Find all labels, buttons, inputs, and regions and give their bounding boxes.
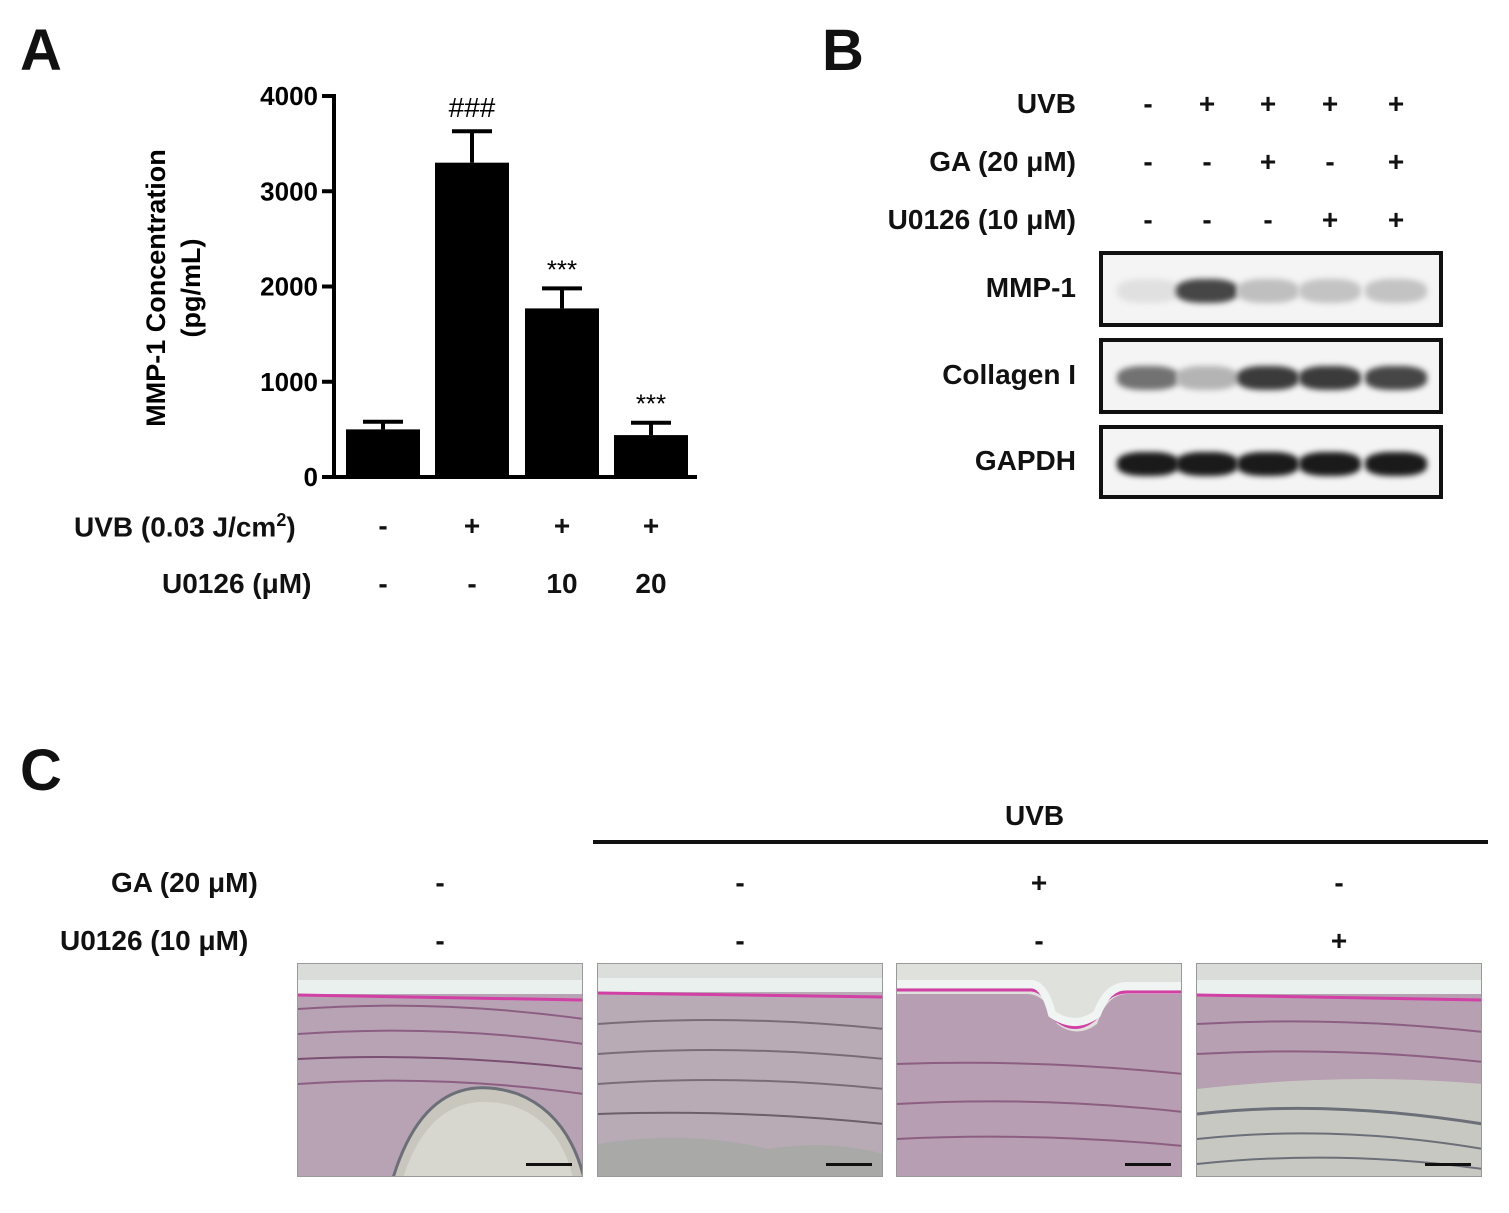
blot-condition-sign: + bbox=[1198, 88, 1216, 119]
histology-condition-sign: - bbox=[1334, 867, 1344, 898]
blot-condition-sign: + bbox=[1321, 88, 1339, 119]
blot-condition-sign: - bbox=[1143, 88, 1153, 119]
scale-bar bbox=[1125, 1163, 1171, 1166]
blot-band bbox=[1176, 366, 1238, 390]
blot-band bbox=[1365, 366, 1427, 390]
blot-gapdh bbox=[1099, 425, 1443, 499]
y-axis-label: MMP-1 Concentration bbox=[141, 149, 171, 427]
blot-label: MMP-1 bbox=[985, 272, 1076, 303]
condition-sign: - bbox=[467, 568, 477, 599]
y-axis-unit-label: (pg/mL) bbox=[176, 239, 206, 338]
y-tick-label: 3000 bbox=[260, 176, 318, 206]
condition-label-uvb-dose: UVB (0.03 J/cm2) bbox=[74, 510, 296, 543]
bar bbox=[435, 162, 509, 478]
uvb-bracket-line bbox=[593, 840, 1488, 844]
condition-sign: 10 bbox=[546, 568, 578, 599]
blot-band bbox=[1299, 452, 1361, 476]
histology-image-uvb bbox=[597, 963, 883, 1177]
bar-chart: 0 1000 2000 3000 4000 ### *** *** MMP-1 Concen… bbox=[141, 81, 697, 492]
blot-condition-sign: - bbox=[1143, 146, 1153, 177]
blot-band bbox=[1299, 279, 1361, 303]
histology-condition-sign: - bbox=[435, 867, 445, 898]
blot-condition-sign: + bbox=[1259, 88, 1277, 119]
histology-condition-sign: - bbox=[1034, 925, 1044, 956]
blot-condition-sign: + bbox=[1387, 146, 1405, 177]
blot-condition-sign: + bbox=[1387, 204, 1405, 235]
histology-image-uvb-u0126 bbox=[1196, 963, 1482, 1177]
scale-bar bbox=[826, 1163, 872, 1166]
condition-sign: 20 bbox=[635, 568, 667, 599]
histology-header-uvb: UVB bbox=[1005, 800, 1065, 831]
condition-sign: + bbox=[642, 510, 660, 541]
significance-label: *** bbox=[547, 254, 577, 284]
blot-band bbox=[1176, 279, 1238, 303]
blot-band bbox=[1117, 452, 1179, 476]
condition-label-u0126-dose: U0126 (μM) bbox=[162, 568, 312, 599]
blot-band bbox=[1365, 279, 1427, 303]
scale-bar bbox=[526, 1163, 572, 1166]
histology-condition-label-ga: GA (20 μM) bbox=[111, 867, 258, 898]
histology-condition-sign: - bbox=[435, 925, 445, 956]
blot-collagen-i bbox=[1099, 338, 1443, 414]
blot-label: GAPDH bbox=[974, 445, 1076, 476]
panel-letter-c: C bbox=[20, 738, 62, 803]
y-tick-label: 1000 bbox=[260, 367, 318, 397]
condition-sign: + bbox=[463, 510, 481, 541]
histology-condition-sign: - bbox=[735, 867, 745, 898]
blot-condition-sign: - bbox=[1325, 146, 1335, 177]
histology-condition-label-u0126: U0126 (10 μM) bbox=[60, 925, 249, 956]
y-tick-label: 4000 bbox=[260, 81, 318, 111]
blot-band bbox=[1237, 452, 1299, 476]
histology-image-uvb-ga bbox=[896, 963, 1182, 1177]
blot-band bbox=[1117, 366, 1179, 390]
y-tick-label: 2000 bbox=[260, 272, 318, 302]
blot-band bbox=[1176, 452, 1238, 476]
blot-condition-label: UVB bbox=[1016, 88, 1076, 119]
bar bbox=[614, 435, 688, 477]
bar bbox=[525, 308, 599, 477]
histology-condition-sign: + bbox=[1330, 925, 1348, 956]
blot-condition-sign: + bbox=[1321, 204, 1339, 235]
panel-letter-a: A bbox=[20, 18, 62, 83]
blot-condition-label: U0126 (10 μM) bbox=[887, 204, 1076, 235]
histology-condition-sign: - bbox=[735, 925, 745, 956]
blot-condition-sign: - bbox=[1263, 204, 1273, 235]
blot-band bbox=[1237, 366, 1299, 390]
blot-condition-label: GA (20 μM) bbox=[929, 146, 1076, 177]
blot-condition-sign: + bbox=[1259, 146, 1277, 177]
blot-condition-sign: - bbox=[1202, 204, 1212, 235]
histology-condition-sign: + bbox=[1030, 867, 1048, 898]
y-tick-label: 0 bbox=[304, 462, 318, 492]
blot-band bbox=[1365, 452, 1427, 476]
blot-condition-sign: - bbox=[1143, 204, 1153, 235]
scale-bar bbox=[1425, 1163, 1471, 1166]
condition-sign: - bbox=[378, 568, 388, 599]
significance-label: ### bbox=[449, 92, 496, 123]
panel-letter-b: B bbox=[822, 18, 864, 83]
blot-condition-sign: - bbox=[1202, 146, 1212, 177]
blot-mmp-1 bbox=[1099, 251, 1443, 327]
histology-image-control bbox=[297, 963, 583, 1177]
significance-label: *** bbox=[636, 389, 666, 419]
condition-sign: - bbox=[378, 510, 388, 541]
blot-band bbox=[1117, 279, 1179, 303]
blot-band bbox=[1299, 366, 1361, 390]
blot-label: Collagen I bbox=[942, 359, 1076, 390]
blot-band bbox=[1237, 279, 1299, 303]
blot-condition-sign: + bbox=[1387, 88, 1405, 119]
condition-sign: + bbox=[553, 510, 571, 541]
bar bbox=[346, 429, 420, 477]
